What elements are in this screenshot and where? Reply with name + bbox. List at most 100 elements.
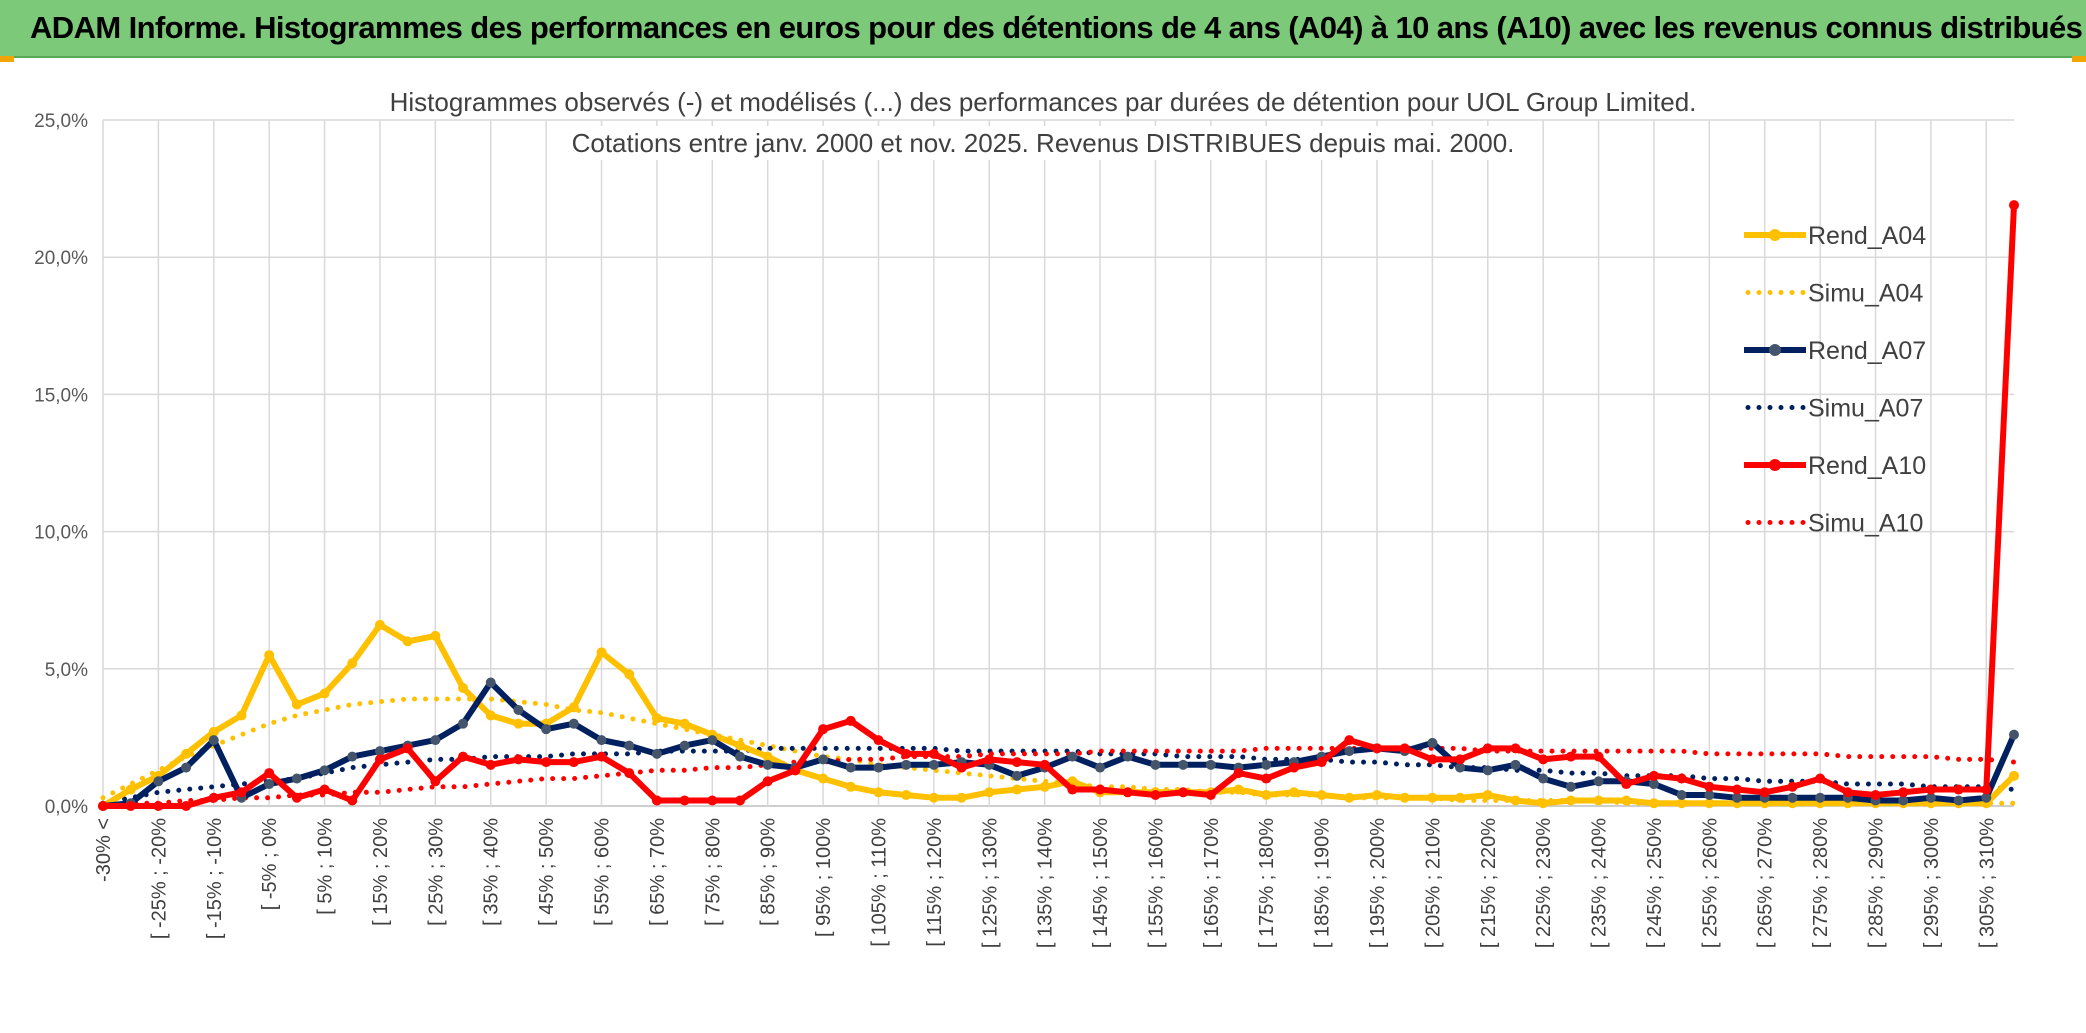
point-Rend_A07 — [735, 751, 745, 762]
x-tick-label: [ 85% ; 90% — [758, 818, 780, 926]
point-Rend_A10 — [291, 792, 302, 803]
point-Rend_A04 — [984, 787, 995, 798]
x-tick-label: [ 75% ; 80% — [702, 818, 724, 926]
point-Rend_A04 — [1316, 790, 1327, 801]
point-Rend_A07 — [291, 773, 302, 784]
point-Rend_A10 — [1316, 757, 1327, 768]
point-Rend_A04 — [596, 647, 607, 658]
point-Rend_A10 — [1427, 754, 1438, 765]
point-Rend_A07 — [1344, 746, 1355, 757]
x-tick-label: [ 135% ; 140% — [1035, 818, 1057, 948]
subtitle-background — [565, 126, 1521, 160]
point-Rend_A10 — [1593, 751, 1604, 762]
x-tick-label: [ 35% ; 40% — [481, 818, 503, 926]
point-Rend_A04 — [208, 726, 219, 737]
point-Rend_A04 — [651, 713, 662, 724]
point-Rend_A07 — [181, 762, 192, 773]
point-Rend_A10 — [1205, 790, 1216, 801]
point-Rend_A07 — [1648, 779, 1659, 790]
x-tick-label: [ 105% ; 110% — [868, 818, 890, 947]
x-tick-label: -30% < — [93, 818, 115, 882]
point-Rend_A10 — [2009, 200, 2019, 211]
point-Rend_A10 — [347, 795, 358, 806]
point-Rend_A10 — [264, 768, 275, 779]
point-Rend_A10 — [1510, 743, 1521, 754]
point-Rend_A10 — [485, 759, 496, 770]
point-Rend_A10 — [1676, 773, 1687, 784]
y-tick-label: 20,0% — [34, 248, 88, 269]
point-Rend_A07 — [624, 740, 635, 751]
point-Rend_A10 — [1095, 784, 1106, 795]
point-Rend_A04 — [1039, 781, 1050, 792]
x-tick-label: [ 15% ; 20% — [370, 818, 392, 926]
point-Rend_A10 — [845, 715, 856, 726]
line-Rend_A07 — [102, 679, 2017, 809]
point-Rend_A10 — [1178, 787, 1189, 798]
y-tick-label: 15,0% — [34, 385, 88, 406]
x-tick-label: [ 5% ; 10% — [315, 818, 337, 915]
point-Rend_A04 — [956, 792, 967, 803]
point-Rend_A07 — [762, 759, 773, 770]
point-Rend_A10 — [1288, 762, 1299, 773]
y-axis-ticks: 0,0% 5,0% 10,0% 15,0% 20,0% 25,0% — [34, 111, 88, 818]
point-Rend_A10 — [236, 787, 247, 798]
header-bar: ADAM Informe. Histogrammes des performan… — [0, 0, 2086, 58]
point-Rend_A10 — [651, 795, 662, 806]
point-Rend_A04 — [1399, 792, 1410, 803]
point-Rend_A04 — [2009, 770, 2019, 781]
point-Rend_A04 — [762, 751, 773, 762]
point-Rend_A07 — [1953, 795, 1964, 806]
point-Rend_A07 — [651, 748, 662, 759]
point-Rend_A07 — [679, 740, 690, 751]
series-Rend_A04 — [98, 619, 2019, 811]
y-tick-label: 25,0% — [34, 111, 88, 132]
point-Rend_A04 — [430, 630, 441, 641]
point-Rend_A07 — [818, 754, 829, 765]
point-Rend_A04 — [1372, 790, 1382, 801]
point-Rend_A04 — [236, 710, 247, 721]
legend-marker — [1769, 344, 1781, 356]
point-Rend_A10 — [928, 748, 939, 759]
legend: Rend_A04 Simu_A04 Rend_A07 Simu_A07 Rend_A10… — [1744, 222, 1926, 538]
point-Rend_A07 — [1925, 792, 1936, 803]
point-Rend_A10 — [1067, 784, 1078, 795]
point-Rend_A07 — [1981, 792, 1992, 803]
point-Rend_A10 — [762, 776, 773, 787]
point-Rend_A04 — [1011, 784, 1022, 795]
line-Rend_A10 — [103, 204, 2017, 809]
x-tick-label: [ 175% ; 180% — [1256, 818, 1278, 948]
y-tick-label: 0,0% — [45, 797, 88, 818]
point-Rend_A07 — [1067, 751, 1078, 762]
legend-marker — [1769, 459, 1781, 471]
point-Rend_A10 — [1372, 743, 1382, 754]
point-Rend_A10 — [1455, 754, 1466, 765]
series-Rend_A10 — [98, 200, 2019, 811]
point-Rend_A07 — [458, 718, 469, 729]
x-tick-label: [ 205% ; 210% — [1422, 818, 1444, 948]
point-Rend_A04 — [1648, 798, 1659, 809]
point-Rend_A10 — [541, 757, 552, 768]
series-Simu_A07 — [100, 745, 2017, 806]
point-Rend_A10 — [1482, 743, 1493, 754]
point-Rend_A10 — [624, 768, 635, 779]
point-Rend_A04 — [1676, 798, 1687, 809]
point-Rend_A10 — [1925, 784, 1936, 795]
point-Rend_A04 — [1482, 790, 1493, 801]
point-Rend_A07 — [1704, 790, 1715, 801]
point-Rend_A10 — [707, 795, 718, 806]
point-Rend_A10 — [319, 784, 330, 795]
point-Rend_A10 — [402, 743, 413, 754]
point-Rend_A10 — [679, 795, 690, 806]
point-Rend_A10 — [1150, 790, 1161, 801]
point-Rend_A10 — [153, 801, 164, 811]
point-Rend_A07 — [1261, 759, 1272, 770]
point-Rend_A10 — [1732, 784, 1743, 795]
series-lines — [98, 200, 2019, 811]
x-tick-label: [ 295% ; 300% — [1921, 818, 1943, 948]
point-Rend_A04 — [845, 781, 856, 792]
legend-label: Simu_A04 — [1808, 280, 1923, 308]
point-Rend_A04 — [735, 740, 745, 751]
point-Rend_A10 — [1011, 757, 1022, 768]
point-Rend_A07 — [153, 776, 164, 787]
